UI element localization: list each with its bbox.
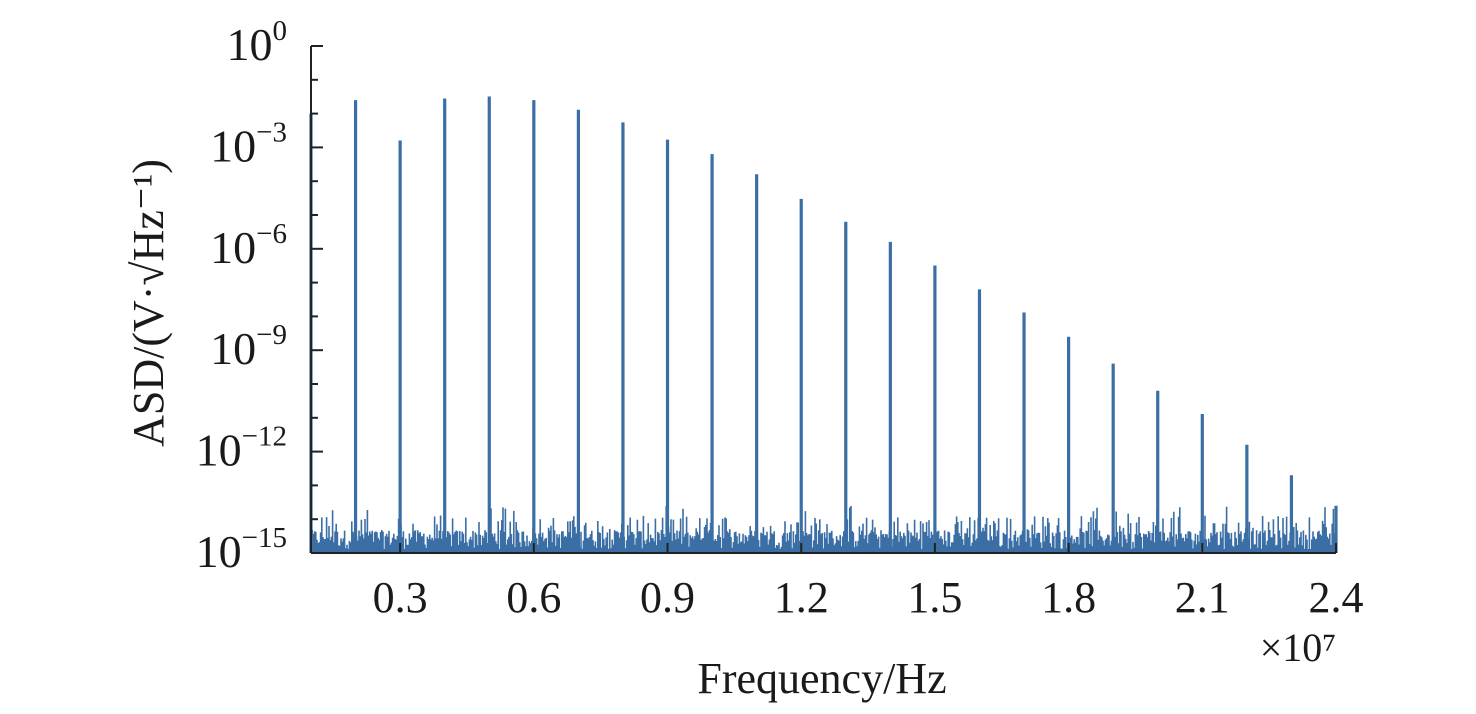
y-tick-label: 100 — [227, 15, 288, 70]
plot-area — [309, 96, 1338, 553]
x-tick-label: 2.1 — [1175, 573, 1230, 622]
axis-labels: ×10⁷ Frequency/Hz ASD/(V·√Hz⁻¹) — [124, 159, 1336, 703]
x-tick-label: 0.9 — [640, 573, 695, 622]
x-tick-label: 0.6 — [506, 573, 561, 622]
x-tick-label: 1.5 — [907, 573, 962, 622]
x-tick-label: 0.3 — [373, 573, 428, 622]
x-tick-label: 2.4 — [1309, 573, 1364, 622]
axes: 100 10−3 10−6 10−9 10−12 10−15 0.3 0.6 0.9 1.2 1.5… — [196, 15, 1364, 622]
y-tick-label: 10−9 — [210, 319, 287, 374]
noise-floor-trace — [310, 506, 1337, 553]
x-tick-label: 1.2 — [774, 573, 829, 622]
x-axis-label: Frequency/Hz — [697, 654, 946, 703]
noise-floor-band — [311, 549, 1336, 553]
x-tick-label: 1.8 — [1041, 573, 1096, 622]
y-axis-label: ASD/(V·√Hz⁻¹) — [124, 159, 173, 447]
y-tick-label: 10−12 — [196, 421, 287, 476]
x-axis-multiplier: ×10⁷ — [1260, 625, 1337, 670]
y-tick-label: 10−15 — [196, 522, 287, 577]
y-tick-label: 10−6 — [210, 218, 287, 273]
y-tick-label: 10−3 — [210, 116, 287, 171]
